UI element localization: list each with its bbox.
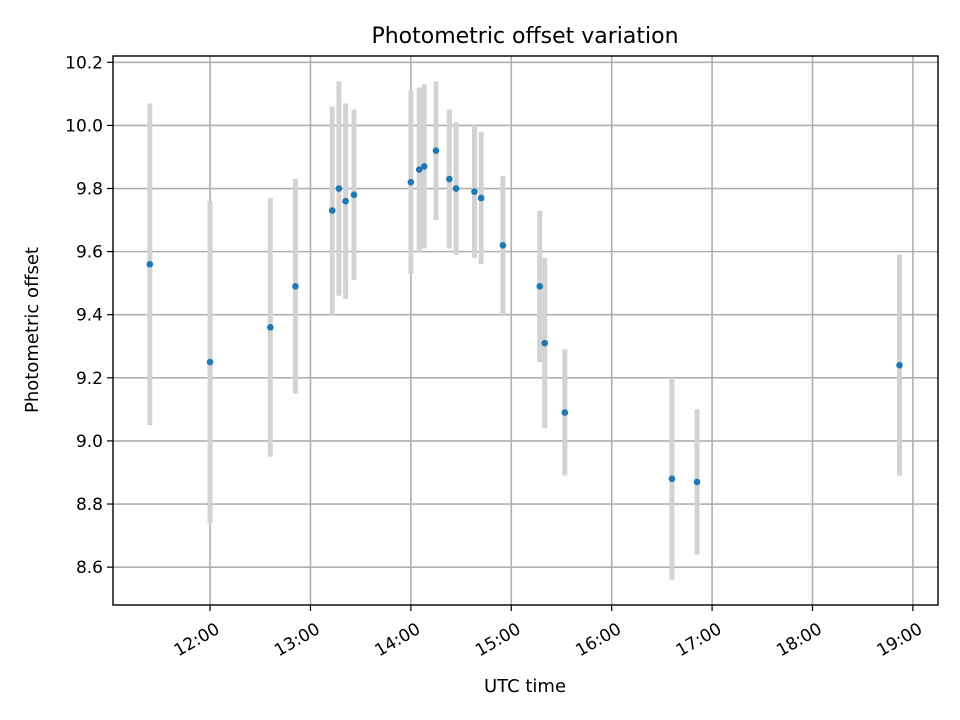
y-tick-label: 8.8 bbox=[76, 495, 103, 515]
data-point bbox=[693, 478, 701, 486]
data-point bbox=[499, 242, 507, 249]
data-point bbox=[446, 175, 453, 183]
y-tick-label: 9.6 bbox=[76, 243, 103, 263]
data-point bbox=[342, 197, 349, 205]
x-axis-ticks: 12:00 13:00 14:00 15:00 16:00 17:00 18:00 19:00 bbox=[171, 605, 926, 661]
error-bars bbox=[147, 81, 903, 580]
data-point bbox=[668, 475, 676, 483]
data-point bbox=[477, 194, 485, 202]
y-tick-label: 10.2 bbox=[65, 53, 103, 73]
y-axis-label: Photometric offset bbox=[22, 247, 43, 413]
data-point bbox=[432, 147, 440, 154]
y-tick-label: 9.2 bbox=[76, 369, 103, 389]
y-tick-label: 9.8 bbox=[76, 180, 103, 200]
data-point bbox=[561, 409, 569, 416]
y-tick-label: 9.0 bbox=[76, 432, 103, 452]
x-tick-label: 16:00 bbox=[572, 619, 624, 661]
data-point bbox=[471, 188, 478, 195]
chart-title: Photometric offset variation bbox=[371, 24, 678, 49]
data-point bbox=[541, 339, 549, 347]
x-tick-label: 15:00 bbox=[472, 619, 524, 661]
data-point bbox=[146, 260, 154, 268]
x-axis-label: UTC time bbox=[484, 676, 566, 697]
data-point bbox=[420, 163, 428, 170]
data-point bbox=[335, 185, 343, 192]
data-points bbox=[146, 147, 903, 486]
data-point bbox=[328, 207, 336, 214]
x-tick-label: 12:00 bbox=[171, 619, 223, 661]
x-tick-label: 13:00 bbox=[271, 619, 323, 661]
data-point bbox=[350, 191, 358, 199]
x-tick-label: 18:00 bbox=[773, 619, 825, 661]
y-tick-label: 8.6 bbox=[76, 558, 103, 578]
data-point bbox=[267, 324, 274, 331]
x-tick-label: 17:00 bbox=[673, 619, 725, 661]
data-point bbox=[452, 185, 460, 192]
plot-area bbox=[112, 55, 939, 606]
x-tick-label: 19:00 bbox=[874, 619, 926, 661]
data-point bbox=[206, 358, 214, 366]
y-axis-ticks: 8.6 8.8 9.0 9.2 9.4 9.6 9.8 10.0 10.2 bbox=[65, 53, 113, 578]
data-point bbox=[292, 283, 299, 290]
data-point bbox=[536, 283, 544, 290]
x-tick-label: 14:00 bbox=[372, 619, 424, 661]
data-point bbox=[415, 166, 423, 173]
data-point bbox=[896, 361, 903, 369]
grid-lines bbox=[113, 56, 938, 605]
y-tick-label: 9.4 bbox=[76, 306, 103, 326]
data-point bbox=[407, 178, 415, 186]
y-tick-label: 10.0 bbox=[65, 116, 103, 136]
